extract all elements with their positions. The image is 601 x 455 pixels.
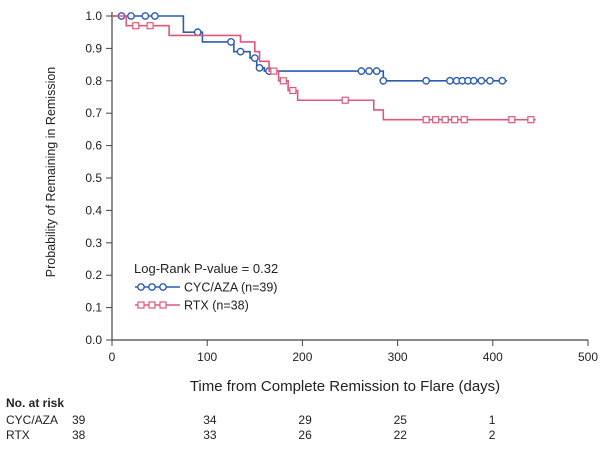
censor-mark xyxy=(255,63,264,72)
x-tick-label: 100 xyxy=(197,350,217,364)
censor-mark xyxy=(446,76,454,85)
risk-count: 25 xyxy=(393,413,407,427)
censor-mark xyxy=(486,76,494,85)
legend-entry: RTX (n=38) xyxy=(184,299,249,313)
y-tick-label: 0.4 xyxy=(85,203,102,217)
censor-mark xyxy=(477,76,486,85)
legend-marker xyxy=(148,301,156,309)
log-rank-annotation: Log-Rank P-value = 0.32 xyxy=(134,261,278,276)
risk-count: 34 xyxy=(203,413,217,427)
legend-marker xyxy=(137,283,145,291)
legend-marker xyxy=(159,301,167,309)
censor-mark xyxy=(527,116,535,124)
risk-row-label: RTX xyxy=(6,428,30,442)
series-rtx xyxy=(112,15,536,124)
x-axis-label: Time from Complete Remission to Flare (d… xyxy=(190,378,500,395)
risk-count: 26 xyxy=(298,428,312,442)
censor-mark xyxy=(270,67,278,75)
censor-mark xyxy=(141,12,150,20)
y-tick-label: 0.5 xyxy=(85,171,102,185)
censor-mark xyxy=(357,67,366,75)
series-cyc-aza xyxy=(112,12,508,85)
censor-mark xyxy=(451,116,459,124)
y-tick-label: 0.6 xyxy=(85,139,102,153)
censor-mark xyxy=(372,67,381,75)
y-tick-label: 0.0 xyxy=(85,333,102,347)
y-axis-label: Probability of Remaining in Remission xyxy=(44,67,58,278)
censor-mark xyxy=(432,116,440,124)
risk-table-title: No. at risk xyxy=(6,396,65,410)
risk-count: 2 xyxy=(488,428,496,442)
risk-count: 38 xyxy=(72,428,86,442)
censor-mark xyxy=(508,116,516,124)
survival-curve xyxy=(112,15,508,82)
x-tick-label: 500 xyxy=(578,350,598,364)
censor-mark xyxy=(469,76,478,85)
risk-row-label: CYC/AZA xyxy=(6,413,59,427)
x-tick-label: 400 xyxy=(483,350,503,364)
censor-mark xyxy=(236,47,245,56)
censor-mark xyxy=(365,67,373,75)
censor-mark xyxy=(279,77,287,85)
censor-mark xyxy=(150,12,159,20)
y-tick-label: 0.8 xyxy=(85,74,102,88)
censor-mark xyxy=(289,86,297,95)
censor-mark xyxy=(127,12,135,20)
censor-mark xyxy=(146,22,154,30)
censor-mark xyxy=(250,54,259,63)
x-tick-label: 200 xyxy=(292,350,312,364)
series-layer xyxy=(112,12,536,124)
x-tick-label: 300 xyxy=(388,350,408,364)
censor-mark xyxy=(422,116,430,124)
risk-count: 39 xyxy=(72,413,86,427)
censor-mark xyxy=(227,38,235,46)
y-tick-label: 1.0 xyxy=(85,9,102,23)
y-tick-label: 0.3 xyxy=(85,236,102,250)
risk-count: 1 xyxy=(488,413,496,427)
legend-marker xyxy=(159,283,167,291)
axes: 0.0 0.1 0.2 0.3 0.4 0.5 0.6 0.7 0.8 0.9 1.0 0 100 200… xyxy=(85,9,598,364)
risk-count: 29 xyxy=(298,413,312,427)
censor-mark xyxy=(132,22,140,30)
legend-marker xyxy=(148,283,156,291)
y-tick-label: 0.1 xyxy=(85,301,102,315)
legend-marker xyxy=(137,301,145,309)
survival-curve xyxy=(112,15,536,121)
censor-mark xyxy=(379,76,388,85)
legend-entry: CYC/AZA (n=39) xyxy=(184,281,277,295)
legend: CYC/AZA (n=39) RTX (n=38) xyxy=(135,281,277,313)
censor-mark xyxy=(193,28,202,37)
censor-mark xyxy=(460,116,468,124)
y-tick-label: 0.7 xyxy=(85,106,102,120)
y-tick-label: 0.2 xyxy=(85,268,102,282)
censor-mark xyxy=(498,76,507,85)
risk-count: 33 xyxy=(203,428,217,442)
x-tick-label: 0 xyxy=(109,350,116,364)
censor-mark xyxy=(441,116,449,124)
risk-count: 22 xyxy=(393,428,407,442)
y-tick-label: 0.9 xyxy=(85,41,102,55)
censor-mark xyxy=(341,96,349,104)
censor-mark xyxy=(422,76,431,85)
